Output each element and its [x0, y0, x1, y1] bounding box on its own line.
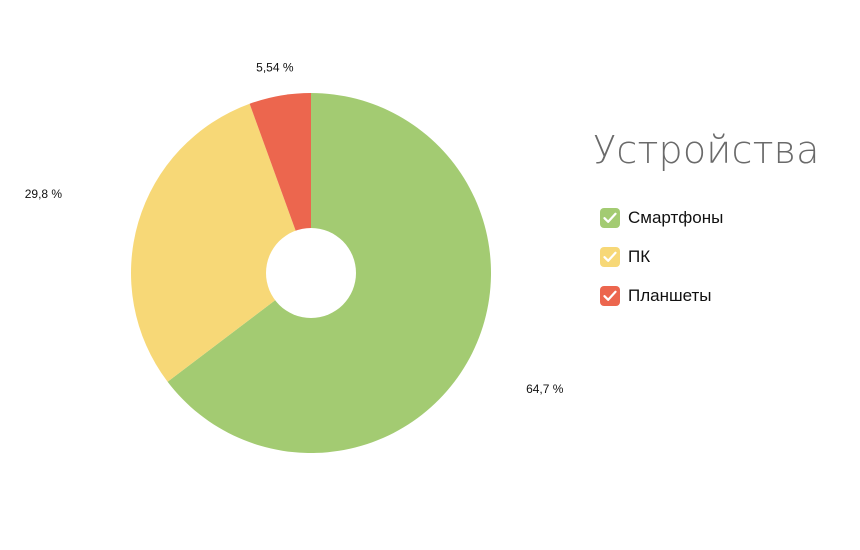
- legend-item-pc[interactable]: ПК: [600, 247, 820, 267]
- legend-title: Устройства: [593, 128, 820, 172]
- legend-checkbox-pc[interactable]: [600, 247, 620, 267]
- legend: Устройства Смартфоны ПК Планшеты: [593, 126, 820, 325]
- slice-tablets[interactable]: [249, 93, 311, 273]
- donut-hole: [266, 228, 356, 318]
- label-tablets: 5,54 %: [256, 60, 294, 74]
- slice-labels: 64,7 % 29,8 % 5,54 %: [25, 60, 564, 396]
- slice-pc[interactable]: [130, 103, 311, 382]
- legend-label-smartphones: Смартфоны: [628, 208, 724, 227]
- legend-checkbox-smartphones[interactable]: [600, 208, 620, 228]
- check-icon: [603, 290, 617, 301]
- legend-item-tablets[interactable]: Планшеты: [600, 286, 820, 306]
- legend-label-pc: ПК: [628, 247, 651, 266]
- legend-label-tablets: Планшеты: [628, 286, 712, 305]
- legend-item-smartphones[interactable]: Смартфоны: [600, 208, 820, 228]
- label-pc: 29,8 %: [25, 187, 63, 201]
- legend-checkbox-tablets[interactable]: [600, 286, 620, 306]
- check-icon: [603, 251, 617, 262]
- label-smartphones: 64,7 %: [526, 382, 564, 396]
- check-icon: [603, 212, 617, 223]
